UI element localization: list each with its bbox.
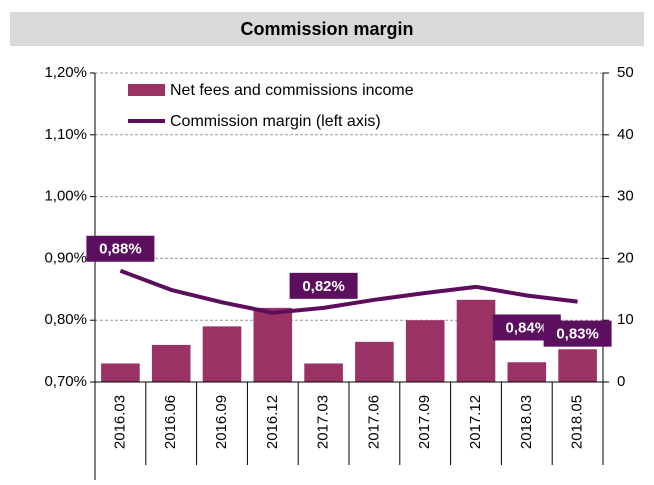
bar bbox=[355, 341, 394, 382]
x-tick-label: 2018.03 bbox=[518, 395, 535, 449]
bar bbox=[304, 363, 343, 382]
data-label-group: 0,82% bbox=[289, 272, 358, 299]
x-tick-label: 2018.05 bbox=[569, 395, 586, 449]
x-tick-label: 2017.12 bbox=[467, 395, 484, 449]
data-label-box bbox=[86, 235, 155, 262]
line bbox=[119, 268, 578, 315]
bar bbox=[405, 320, 445, 382]
bar bbox=[507, 362, 547, 382]
title-bar bbox=[10, 12, 644, 46]
x-tick-label: 2016.06 bbox=[162, 395, 179, 449]
y2-tick-label: 40 bbox=[617, 126, 634, 143]
legend-label: Commission margin (left axis) bbox=[170, 113, 381, 130]
data-label-group: 0,83% bbox=[543, 320, 612, 347]
legend-label: Net fees and commissions income bbox=[170, 82, 414, 99]
bar bbox=[151, 344, 191, 382]
y2-tick-label: 30 bbox=[617, 188, 634, 205]
x-tick-label: 2016.12 bbox=[264, 395, 281, 449]
bar bbox=[253, 307, 293, 382]
data-label: 0,82% bbox=[302, 278, 345, 295]
data-label: 0,83% bbox=[556, 326, 599, 343]
y-tick-label: 0,90% bbox=[44, 249, 87, 266]
bar bbox=[101, 363, 140, 382]
x-tick-label: 2017.06 bbox=[365, 395, 382, 449]
y2-tick-label: 0 bbox=[617, 373, 625, 390]
data-label-box bbox=[289, 272, 358, 299]
y-tick-label: 0,70% bbox=[44, 373, 87, 390]
y2-tick-label: 10 bbox=[617, 311, 634, 328]
x-tick-label: 2016.09 bbox=[213, 395, 230, 449]
y-tick-label: 1,00% bbox=[44, 188, 87, 205]
bar bbox=[202, 326, 242, 382]
x-tick-label: 2017.09 bbox=[416, 395, 433, 449]
data-label-box bbox=[543, 320, 612, 347]
chart-title: Commission margin bbox=[240, 19, 413, 39]
y-tick-label: 0,80% bbox=[44, 311, 87, 328]
bar bbox=[558, 349, 597, 382]
bar bbox=[456, 299, 496, 382]
y2-tick-label: 20 bbox=[617, 249, 634, 266]
data-label: 0,88% bbox=[99, 241, 142, 258]
legend-swatch bbox=[128, 84, 165, 96]
y2-tick-label: 50 bbox=[617, 64, 634, 81]
y-tick-label: 1,10% bbox=[44, 126, 87, 143]
x-tick-label: 2017.03 bbox=[315, 395, 332, 449]
y-tick-label: 1,20% bbox=[44, 64, 87, 81]
x-tick-label: 2016.03 bbox=[111, 395, 128, 449]
data-label: 0,84% bbox=[506, 319, 549, 336]
data-label-group: 0,88% bbox=[86, 235, 155, 262]
